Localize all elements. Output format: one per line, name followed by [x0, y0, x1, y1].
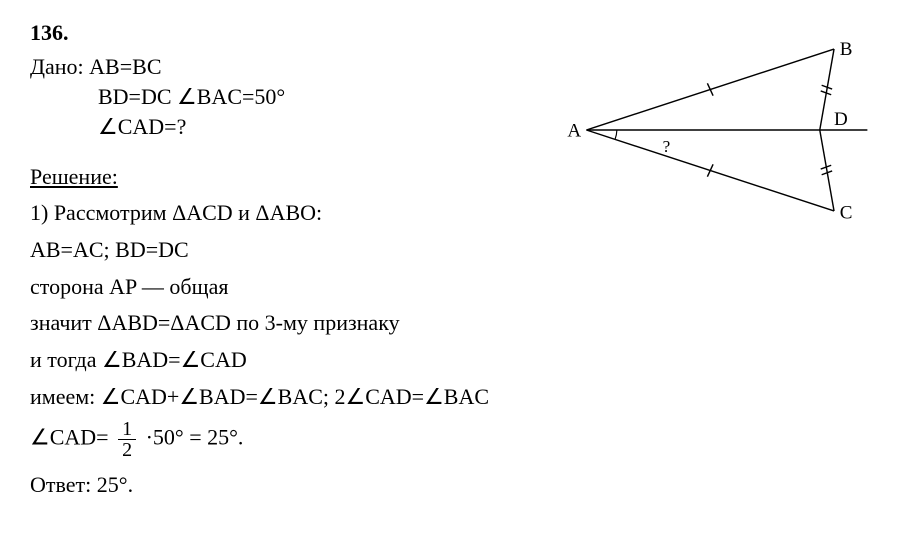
label-A: A: [567, 121, 581, 142]
step-4: значит ΔABD=ΔACD по 3-му признаку: [30, 308, 550, 339]
fraction: 1 2: [118, 419, 136, 460]
problem-number: 136.: [30, 20, 550, 46]
step-7-prefix: ∠CAD=: [30, 424, 109, 449]
answer-value: 25°.: [97, 472, 133, 497]
label-D: D: [834, 109, 848, 130]
step-7: ∠CAD= 1 2 ·50° = 25°.: [30, 419, 550, 460]
given-line-1: Дано: AB=BC: [30, 54, 550, 80]
given-line-2: BD=DC ∠BAC=50°: [30, 84, 550, 110]
answer-line: Ответ: 25°.: [30, 470, 550, 501]
diagram-svg: A B C D ?: [550, 30, 880, 230]
fraction-denominator: 2: [118, 440, 136, 460]
angle-arc: [615, 130, 617, 140]
given-1: AB=BC: [89, 54, 161, 79]
step-7-suffix: ·50° = 25°.: [146, 424, 244, 449]
step-6: имеем: ∠CAD+∠BAD=∠BAC; 2∠CAD=∠BAC: [30, 382, 550, 413]
solution-header: Решение:: [30, 164, 550, 190]
fraction-numerator: 1: [118, 419, 136, 440]
label-B: B: [840, 39, 853, 60]
label-C: C: [840, 203, 853, 224]
answer-label: Ответ:: [30, 472, 91, 497]
step-5: и тогда ∠BAD=∠CAD: [30, 345, 550, 376]
given-label: Дано:: [30, 54, 84, 79]
given-line-3: ∠CAD=?: [30, 114, 550, 140]
step-3: сторона AP — общая: [30, 272, 550, 303]
label-question: ?: [663, 137, 671, 156]
step-2: AB=AC; BD=DC: [30, 235, 550, 266]
step-1: 1) Рассмотрим ΔACD и ΔABO:: [30, 198, 550, 229]
geometry-diagram: A B C D ?: [550, 30, 880, 230]
